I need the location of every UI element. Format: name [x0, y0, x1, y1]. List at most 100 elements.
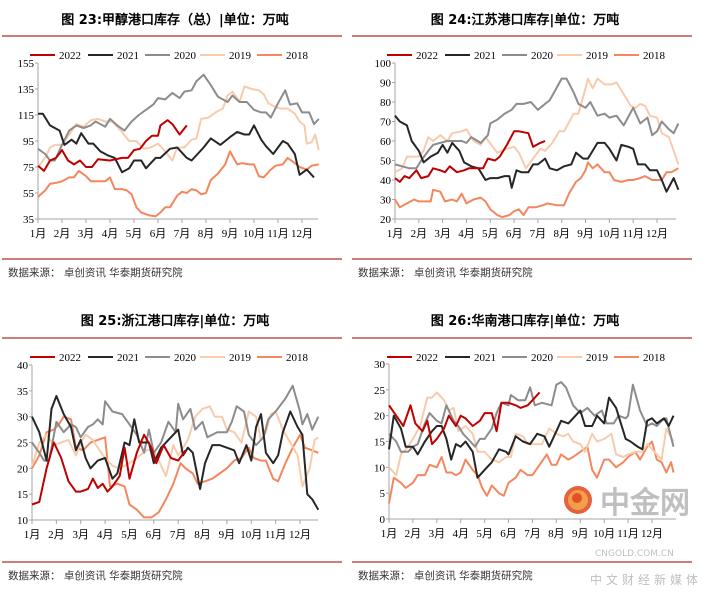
x-tick-label: 11月 — [622, 228, 644, 240]
x-tick-label: 6月 — [500, 528, 517, 540]
legend-label-2020: 2020 — [531, 352, 554, 364]
x-tick-label: 5月 — [121, 529, 138, 541]
x-tick-label: 5月 — [482, 228, 499, 240]
legend-label-2022: 2022 — [416, 352, 438, 364]
series-line-2020 — [37, 73, 320, 162]
series-line-2020 — [394, 77, 680, 170]
x-tick-label: 11月 — [265, 529, 287, 541]
x-tick-label: 1月 — [387, 228, 404, 240]
x-tick-label: 9月 — [219, 529, 236, 541]
legend-label-2018: 2018 — [286, 352, 309, 364]
y-tick-label: 5 — [380, 488, 386, 500]
legend-label-2019: 2019 — [229, 352, 252, 364]
series-line-2021 — [388, 396, 675, 479]
y-tick-label: 0 — [380, 514, 386, 526]
legend-label-2021: 2021 — [117, 352, 139, 364]
legend-label-2020: 2020 — [174, 50, 197, 62]
data-source: 数据来源： 卓创资讯 华泰期货研究院 — [358, 569, 533, 582]
y-tick-label: 30 — [380, 195, 392, 207]
data-source: 数据来源： 卓创资讯 华泰期货研究院 — [8, 569, 183, 582]
x-tick-label: 6月 — [146, 529, 163, 541]
legend-label-2021: 2021 — [117, 50, 139, 62]
x-tick-label: 9月 — [222, 228, 239, 240]
x-tick-label: 8月 — [194, 529, 211, 541]
series-line-2019 — [388, 391, 675, 477]
x-tick-label: 5月 — [126, 228, 143, 240]
x-tick-label: 3月 — [78, 228, 95, 240]
x-tick-label: 10月 — [240, 529, 262, 541]
y-tick-label: 10 — [374, 462, 386, 474]
y-tick-label: 15 — [17, 489, 29, 501]
chart-panel-methanol-total: 图 23:甲醇港口库存（总）|单位：万吨数据来源： 卓创资讯 华泰期货研究院 20… — [0, 0, 350, 289]
series-line-2022 — [388, 391, 541, 446]
chart-title: 图 26:华南港口库存|单位：万吨 — [431, 313, 620, 329]
series-line-2021 — [31, 395, 320, 511]
legend-label-2022: 2022 — [59, 352, 81, 364]
chart-title: 图 25:浙江港口库存|单位：万吨 — [81, 313, 270, 329]
y-tick-label: 80 — [380, 97, 392, 109]
data-source: 数据来源： 卓创资讯 华泰期货研究院 — [8, 266, 183, 279]
x-tick-label: 7月 — [530, 228, 547, 240]
x-tick-label: 9月 — [572, 528, 589, 540]
x-tick-label: 8月 — [548, 528, 565, 540]
x-tick-label: 12月 — [289, 529, 311, 541]
x-tick-label: 2月 — [54, 228, 71, 240]
x-tick-label: 8月 — [198, 228, 215, 240]
y-tick-label: 30 — [17, 412, 29, 424]
x-tick-label: 12月 — [291, 228, 313, 240]
y-tick-label: 75 — [23, 162, 35, 174]
y-tick-label: 50 — [380, 156, 392, 168]
series-line-2019 — [37, 85, 320, 168]
legend-label-2018: 2018 — [286, 50, 309, 62]
y-tick-label: 155 — [18, 58, 35, 70]
y-tick-label: 55 — [23, 188, 35, 200]
y-tick-label: 95 — [23, 136, 35, 148]
x-tick-label: 12月 — [641, 528, 663, 540]
x-tick-label: 6月 — [150, 228, 167, 240]
x-tick-label: 1月 — [30, 228, 47, 240]
y-tick-label: 40 — [380, 175, 392, 187]
x-tick-label: 10月 — [593, 528, 615, 540]
y-tick-label: 20 — [380, 214, 392, 226]
legend-label-2021: 2021 — [474, 352, 496, 364]
x-tick-label: 7月 — [174, 228, 191, 240]
legend-label-2018: 2018 — [643, 50, 666, 62]
y-tick-label: 90 — [380, 78, 392, 90]
y-tick-label: 30 — [374, 359, 386, 371]
y-tick-label: 70 — [380, 117, 392, 129]
x-tick-label: 4月 — [458, 228, 475, 240]
x-tick-label: 12月 — [646, 228, 668, 240]
series-line-2021 — [394, 115, 680, 193]
y-tick-label: 135 — [18, 84, 35, 96]
x-tick-label: 9月 — [577, 228, 594, 240]
chart-title: 图 24:江苏港口库存|单位：万吨 — [431, 12, 620, 28]
series-line-2022 — [394, 130, 546, 183]
x-tick-label: 3月 — [434, 228, 451, 240]
series-line-2018 — [388, 440, 675, 504]
y-tick-label: 10 — [17, 515, 29, 527]
y-tick-label: 60 — [380, 136, 392, 148]
series-line-2019 — [394, 77, 680, 174]
x-tick-label: 1月 — [381, 528, 398, 540]
chart-panel-jiangsu: 图 24:江苏港口库存|单位：万吨 数据来源： 卓创资讯 华泰期货研究院 2022 2… — [350, 0, 700, 289]
legend-label-2019: 2019 — [586, 352, 609, 364]
legend-label-2022: 2022 — [416, 50, 438, 62]
series-line-2018 — [394, 161, 679, 219]
x-tick-label: 2月 — [48, 529, 65, 541]
series-line-2021 — [38, 112, 315, 179]
x-tick-label: 4月 — [97, 529, 114, 541]
series-line-2020 — [388, 381, 675, 453]
y-tick-label: 35 — [17, 386, 29, 398]
y-tick-label: 100 — [375, 58, 392, 70]
x-tick-label: 6月 — [506, 228, 523, 240]
chart-title: 图 23:甲醇港口库存（总）|单位：万吨 — [61, 12, 289, 28]
x-tick-label: 4月 — [102, 228, 119, 240]
x-tick-label: 2月 — [405, 528, 422, 540]
chart-panel-south-china: 图 26:华南港口库存|单位：万吨数据来源： 卓创资讯 华泰期货研究院 2022 2… — [350, 300, 700, 589]
x-tick-label: 5月 — [476, 528, 493, 540]
legend-label-2018: 2018 — [643, 352, 666, 364]
y-tick-label: 20 — [17, 463, 29, 475]
